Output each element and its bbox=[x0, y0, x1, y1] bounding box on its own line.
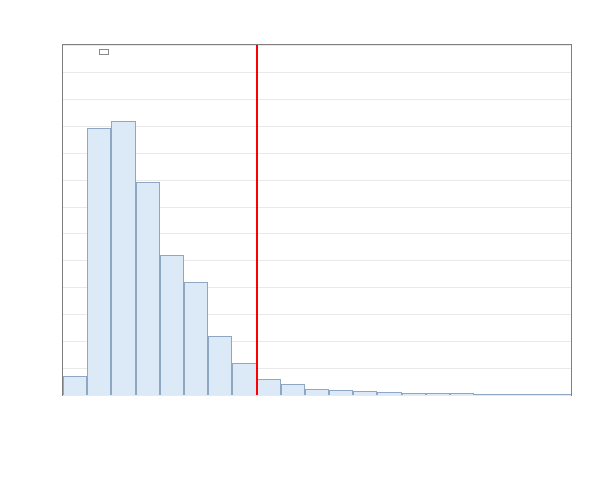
annotation-box bbox=[99, 49, 109, 55]
histogram-bar bbox=[377, 392, 401, 395]
property-marker-line bbox=[256, 45, 258, 395]
histogram-bar bbox=[547, 394, 571, 395]
histogram-bar bbox=[232, 363, 256, 395]
gridline-h bbox=[63, 153, 571, 154]
histogram-bar bbox=[353, 391, 377, 395]
histogram-bar bbox=[402, 393, 426, 395]
histogram-bar bbox=[63, 376, 87, 395]
histogram-bar bbox=[160, 255, 184, 395]
gridline-h bbox=[63, 180, 571, 181]
gridline-h bbox=[63, 72, 571, 73]
gridline-h bbox=[63, 126, 571, 127]
gridline-h bbox=[63, 395, 571, 396]
histogram-bar bbox=[208, 336, 232, 395]
gridline-h bbox=[63, 99, 571, 100]
histogram-bar bbox=[474, 394, 498, 395]
histogram-bar bbox=[523, 394, 547, 395]
histogram-bar bbox=[111, 121, 135, 395]
histogram-bar bbox=[426, 393, 450, 395]
histogram-bar bbox=[184, 282, 208, 395]
histogram-bar bbox=[450, 393, 474, 395]
gridline-h bbox=[63, 45, 571, 46]
page-title-line1 bbox=[0, 0, 600, 4]
histogram-bar bbox=[305, 389, 329, 395]
histogram-bar bbox=[136, 182, 160, 395]
histogram-bar bbox=[498, 394, 522, 395]
chart-plot-area bbox=[62, 44, 572, 396]
histogram-bar bbox=[87, 128, 111, 395]
histogram-bar bbox=[329, 390, 353, 395]
histogram-bar bbox=[281, 384, 305, 395]
histogram-bar bbox=[257, 379, 281, 395]
